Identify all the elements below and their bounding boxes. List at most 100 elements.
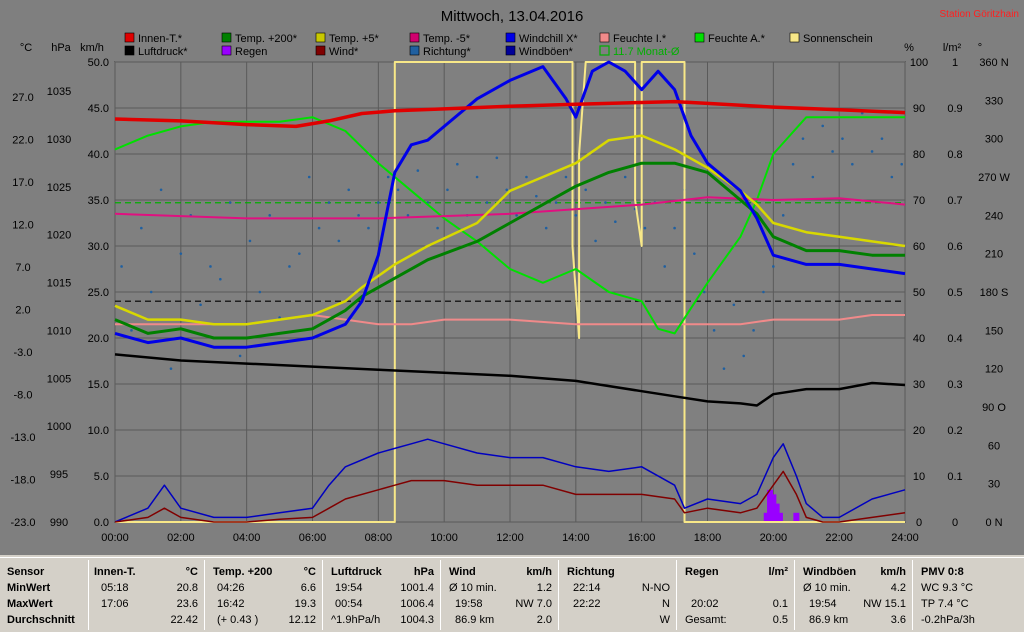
legend-label: Innen-T.* — [138, 33, 183, 45]
direction-point — [169, 367, 173, 370]
direction-point — [258, 290, 262, 294]
legend-swatch — [599, 32, 610, 43]
wind-min-label: Ø 10 min. — [449, 582, 497, 594]
label-min: MinWert — [7, 582, 51, 594]
wind-tick-label: 40.0 — [88, 149, 109, 161]
legend-label: Temp. -5* — [423, 33, 471, 45]
wind-tick-label: 20.0 — [88, 333, 109, 345]
direction-point — [179, 252, 183, 255]
direction-point — [722, 367, 726, 370]
label-max: MaxWert — [7, 598, 53, 610]
direction-point — [238, 354, 242, 358]
rain-tick-label: 0.8 — [947, 149, 962, 161]
rain-tick-label: 0 — [952, 517, 958, 529]
innen-min-time: 05:18 — [101, 582, 129, 594]
direction-point — [702, 290, 706, 294]
regen-unit: l/m² — [768, 566, 788, 578]
time-tick-label: 06:00 — [299, 532, 327, 544]
summary-labels: Sensor MinWert MaxWert Durchschnitt — [0, 560, 88, 630]
regen-title: Regen — [685, 566, 719, 578]
direction-point — [811, 175, 815, 179]
pressure-tick-label: 1005 — [47, 373, 71, 385]
pmv-avg: -0.2hPa/3h — [921, 614, 975, 626]
direction-tick-label: 270 W — [978, 172, 1010, 184]
direction-point — [456, 162, 459, 166]
pressure-tick-label: 1020 — [47, 230, 71, 242]
time-tick-label: 20:00 — [760, 532, 788, 544]
temp-tick-label: 22.0 — [12, 135, 33, 147]
wind-tick-label: 0.0 — [94, 517, 109, 529]
direction-point — [594, 239, 597, 243]
direction-point — [801, 137, 805, 140]
percent-tick-label: 10 — [913, 471, 925, 483]
pmv-min: WC 9.3 °C — [921, 582, 974, 594]
boeen-max: NW 15.1 — [863, 598, 906, 610]
temp200-min: 6.6 — [300, 582, 316, 594]
label-avg: Durchschnitt — [7, 614, 75, 626]
direction-point — [140, 226, 143, 230]
rain-tick-label: 0.2 — [947, 425, 962, 437]
temp-tick-label: -8.0 — [14, 390, 33, 402]
direction-point — [209, 265, 212, 268]
temp200-avg-note: (+ 0.43 ) — [217, 614, 259, 626]
temp200-title: Temp. +200 — [213, 566, 273, 578]
legend-label: 11.7 Monat-Ø — [613, 46, 680, 58]
luftdruck-max: 1006.4 — [400, 598, 434, 610]
temp-tick-label: 27.0 — [12, 92, 33, 104]
rain-tick-label: 0.1 — [947, 471, 962, 483]
boeen-max-time: 19:54 — [809, 598, 837, 610]
direction-point — [317, 226, 321, 230]
pmv-max: TP 7.4 °C — [921, 598, 969, 610]
direction-point — [327, 201, 331, 204]
direction-point — [841, 137, 844, 140]
direction-point — [564, 175, 568, 179]
direction-tick-label: 240 — [985, 210, 1003, 222]
direction-point — [149, 290, 153, 294]
pressure-tick-label: 1015 — [47, 278, 71, 290]
rain-tick-label: 0.7 — [947, 195, 962, 207]
time-tick-label: 16:00 — [628, 532, 656, 544]
direction-point — [890, 175, 894, 179]
wind-avg-note: 86.9 km — [455, 614, 495, 626]
percent-tick-label: 30 — [913, 379, 925, 391]
legend-swatch — [315, 32, 326, 43]
direction-point — [781, 214, 785, 217]
time-tick-label: 04:00 — [233, 532, 261, 544]
direction-point — [525, 175, 528, 179]
series-line-temp-5 — [114, 196, 906, 220]
direction-tick-label: 180 S — [980, 287, 1009, 299]
wind-tick-label: 10.0 — [88, 425, 109, 437]
time-tick-label: 02:00 — [167, 532, 195, 544]
direction-point — [870, 150, 874, 153]
richtung-min-time: 22:14 — [573, 582, 601, 594]
percent-tick-label: 90 — [913, 103, 925, 115]
summary-richtung: Richtung 22:14 N-NO 22:22 N W — [558, 560, 676, 630]
direction-point — [554, 201, 558, 204]
direction-point — [614, 220, 617, 224]
series-line-temp-200 — [114, 161, 905, 340]
pressure-tick-label: 995 — [50, 469, 68, 481]
direction-tick-label: 300 — [985, 134, 1003, 146]
direction-point — [495, 156, 499, 160]
direction-point — [347, 188, 351, 192]
legend-swatch — [694, 32, 705, 43]
weather-chart: Mittwoch, 13.04.2016 Station Göritzhain In… — [0, 0, 1024, 555]
legend-swatch — [124, 32, 135, 43]
direction-point — [219, 277, 222, 281]
direction-point — [515, 214, 518, 217]
regen-avg: 0.5 — [772, 614, 788, 626]
direction-point — [367, 226, 370, 230]
direction-point — [623, 175, 627, 179]
direction-point — [278, 316, 281, 319]
temp200-avg: 12.12 — [288, 614, 316, 626]
summary-table: Sensor MinWert MaxWert Durchschnitt Inne… — [0, 557, 1024, 632]
legend-label: Wind* — [329, 46, 359, 58]
direction-point — [377, 201, 380, 204]
richtung-title: Richtung — [567, 566, 615, 578]
series-line-innen-t — [114, 99, 906, 129]
direction-point — [693, 252, 696, 255]
direction-point — [772, 265, 775, 268]
direction-point — [485, 201, 489, 204]
legend-label: Richtung* — [423, 46, 471, 58]
innen-avg: 22.42 — [170, 614, 198, 626]
